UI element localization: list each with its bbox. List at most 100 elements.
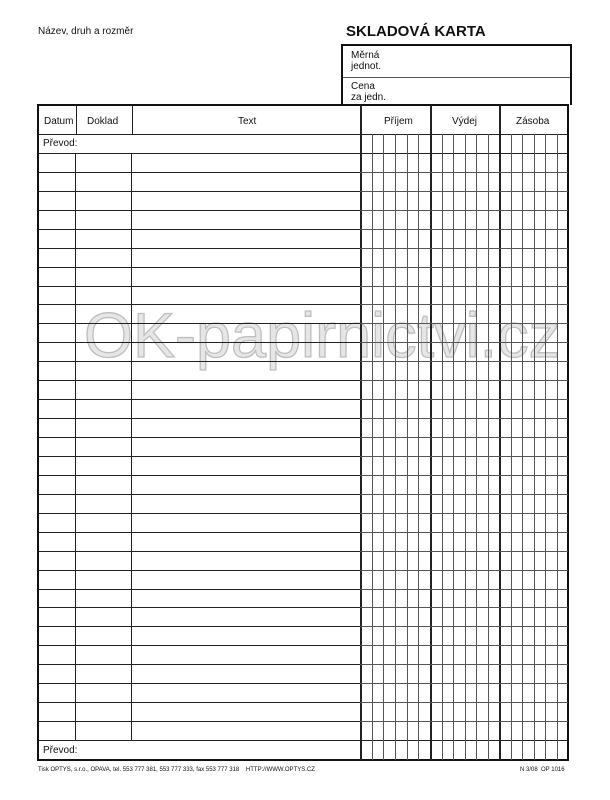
row-line [38, 190, 360, 192]
row-line [38, 493, 360, 495]
row-line [38, 531, 360, 533]
row-line [38, 588, 360, 590]
row-line [38, 664, 360, 666]
price-label: Cena za jedn. [351, 81, 386, 103]
row-line [38, 569, 360, 571]
amount-subcolumn-line [533, 134, 535, 760]
row-line [38, 266, 360, 268]
amount-row-line [360, 664, 568, 666]
col-header-datum: Datum [44, 116, 74, 127]
amount-subcolumn-line [418, 134, 420, 760]
amount-row-line [360, 304, 568, 306]
amount-row-line [360, 550, 568, 552]
amount-row-line [360, 588, 568, 590]
amount-row-line [360, 721, 568, 723]
amount-row-line [360, 474, 568, 476]
unit-price-box: Měrná jednot. Cena za jedn. [341, 44, 572, 105]
form-code: N 3/08 OP 1016 [520, 767, 565, 773]
amount-row-line [360, 493, 568, 495]
col-sep-datum [76, 105, 77, 134]
unit-label-line1: Měrná [351, 50, 380, 61]
amount-row-line [360, 437, 568, 439]
amount-row-line [360, 683, 568, 685]
col-header-text: Text [238, 116, 257, 127]
amount-row-line [360, 342, 568, 344]
amount-subcolumn-line [522, 134, 523, 760]
amount-subcolumn-line [510, 134, 512, 760]
amount-subcolumn-line [476, 134, 477, 760]
amount-subcolumn-line [453, 134, 454, 760]
amount-row-line [360, 418, 568, 420]
stock-card-table [37, 104, 569, 761]
amount-subcolumn-line [371, 134, 373, 760]
row-line [38, 607, 360, 609]
bottom-transfer-divider [38, 740, 568, 741]
amount-group-separator [360, 105, 362, 760]
row-line [38, 228, 360, 230]
row-line [38, 702, 360, 704]
amount-subcolumn-line [545, 134, 546, 760]
form-title: SKLADOVÁ KARTA [346, 23, 486, 40]
amount-group-separator [430, 105, 432, 760]
col-header-prijem: Příjem [384, 116, 413, 127]
amount-row-line [360, 626, 568, 628]
price-label-line2: za jedn. [351, 92, 387, 103]
transfer-label-top: Převod: [43, 138, 78, 149]
amount-row-line [360, 569, 568, 571]
amount-row-line [360, 702, 568, 704]
row-line [38, 626, 360, 628]
row-line [38, 323, 360, 325]
row-line [38, 645, 360, 647]
price-label-line1: Cena [351, 81, 375, 92]
name-label: Název, druh a rozměr [38, 26, 134, 37]
transfer-label-bottom: Převod: [43, 745, 78, 756]
amount-row-line [360, 512, 568, 514]
col-header-doklad: Doklad [87, 116, 119, 127]
row-line [38, 474, 360, 476]
amount-subcolumn-line [395, 134, 396, 760]
row-line [38, 512, 360, 514]
amount-row-line [360, 645, 568, 647]
amount-row-line [360, 285, 568, 287]
row-line [38, 361, 360, 363]
row-line [38, 455, 360, 457]
printer-info: Tisk OPTYS, s.r.o., OPAVA, tel. 553 777 … [38, 767, 315, 773]
row-line [38, 171, 360, 173]
amount-row-line [360, 607, 568, 609]
row-line [38, 380, 360, 382]
amount-row-line [360, 531, 568, 533]
row-line [38, 285, 360, 287]
row-line [38, 683, 360, 685]
col-sep-datum [75, 153, 76, 740]
col-header-zasoba: Zásoba [516, 116, 550, 127]
row-line [38, 550, 360, 552]
transfer-row-divider [38, 153, 568, 154]
amount-row-line [360, 171, 568, 173]
amount-row-line [360, 380, 568, 382]
col-sep-doklad [132, 105, 133, 134]
col-sep-doklad [131, 153, 132, 740]
header-row-divider [38, 134, 568, 135]
amount-subcolumn-line [441, 134, 443, 760]
row-line [38, 399, 360, 401]
amount-row-line [360, 190, 568, 192]
amount-row-line [360, 399, 568, 401]
row-line [38, 437, 360, 439]
row-line [38, 721, 360, 723]
amount-subcolumn-line [556, 134, 558, 760]
row-line [38, 342, 360, 344]
amount-row-line [360, 361, 568, 363]
unit-label-line2: jednot. [351, 61, 382, 72]
amount-subcolumn-line [383, 134, 385, 760]
col-header-vydej: Výdej [452, 116, 478, 127]
amount-subcolumn-line [464, 134, 466, 760]
row-line [38, 418, 360, 420]
row-line [38, 247, 360, 249]
unit-label: Měrná jednot. [351, 50, 381, 72]
amount-subcolumn-line [487, 134, 489, 760]
box-divider [343, 77, 570, 78]
amount-group-separator [499, 105, 501, 760]
amount-row-line [360, 209, 568, 211]
amount-row-line [360, 266, 568, 268]
amount-row-line [360, 455, 568, 457]
